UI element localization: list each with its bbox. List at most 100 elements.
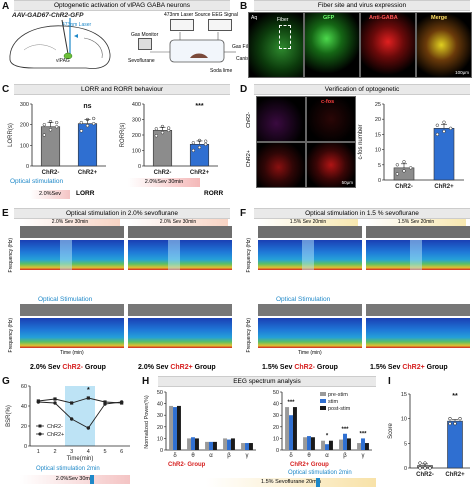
- panel-letter-e: E: [2, 208, 9, 219]
- f-group-right-suffix: Group: [424, 364, 448, 371]
- legend-swatch: [320, 392, 326, 396]
- panel-letter-f: F: [240, 208, 247, 219]
- bar: [227, 439, 231, 450]
- data-point: [418, 461, 422, 465]
- bar: [310, 437, 315, 450]
- sev-bar-c-right: 2.0%Sev 30min: [128, 178, 200, 187]
- data-point: [55, 125, 59, 129]
- d-label-plus: ChR2+: [246, 150, 252, 168]
- series-marker: [103, 400, 107, 404]
- x-tick-label: 3: [70, 449, 73, 455]
- y-tick-label: 300: [132, 118, 141, 124]
- data-point: [418, 466, 422, 470]
- legend-label: pre-stim: [328, 392, 348, 398]
- panel-c-title: LORR and RORR behaviour: [14, 84, 230, 95]
- x-tick-label: 1: [37, 449, 40, 455]
- gas-filter-label: Gas Filter: [232, 44, 254, 50]
- e-spec-left: [20, 240, 124, 270]
- data-point: [423, 466, 427, 470]
- bar: [245, 443, 249, 450]
- data-point: [154, 127, 158, 131]
- h-opt-stim: Optical stimulation 2min: [288, 470, 352, 476]
- legend-label: post-stim: [328, 406, 351, 412]
- x-tick-label: ChR2-: [395, 184, 413, 190]
- data-point: [191, 148, 195, 153]
- f-zoom-spec-left: [258, 318, 362, 348]
- data-point: [395, 163, 399, 167]
- bar: [285, 407, 290, 450]
- y-tick-label: 50: [157, 390, 163, 396]
- e-ylabel: Frequency (Hz): [8, 238, 14, 273]
- y-tick-label: 40: [273, 402, 279, 408]
- y-tick-label: 300: [20, 102, 29, 108]
- fiber-site-image: Aq Fiber: [248, 12, 304, 78]
- d-image-1: [256, 96, 306, 142]
- x-tick-label: ChR2-: [154, 170, 172, 176]
- panel-e-title: Optical stimulation in 2.0% sevoflurane: [14, 208, 230, 219]
- fiber-track: [279, 25, 291, 49]
- x-tick-label: δ: [289, 453, 293, 459]
- significance-marker: *: [87, 387, 90, 394]
- gfp-image: GFP: [304, 12, 360, 78]
- f-spec-right: [366, 240, 470, 270]
- y-tick-label: 15: [375, 132, 381, 138]
- data-point: [197, 145, 202, 150]
- significance-marker: ***: [359, 431, 367, 437]
- e-stim-shade-left: [60, 240, 72, 270]
- f-xlabel: Time (min): [298, 350, 322, 356]
- f-zoom-trace-right: [366, 304, 470, 316]
- data-point: [435, 132, 439, 137]
- bar: [176, 405, 181, 450]
- f-stim-shade-left: [302, 240, 314, 270]
- bar: [303, 437, 308, 450]
- data-point: [453, 421, 457, 426]
- y-tick-label: 10: [401, 417, 407, 423]
- e-opt-stim: Optical Stimulation: [38, 296, 93, 303]
- fiber-label: Fiber: [277, 17, 289, 23]
- h-group-left: ChR2- Group: [168, 462, 206, 468]
- bar: [241, 443, 246, 450]
- y-tick-label: 200: [20, 123, 29, 129]
- f-group-right-prefix: 1.5% Sev: [370, 364, 403, 371]
- vlpag-label: vlPAG: [56, 58, 70, 64]
- y-tick-label: 10: [273, 436, 279, 442]
- e-trace-left: [20, 226, 124, 238]
- significance-marker: ns: [83, 103, 91, 110]
- panel-f-title: Optical stimulation in 1.5 % sevoflurane: [254, 208, 470, 219]
- f-sev-bar-right: 1.5% Sev 20min: [366, 219, 466, 226]
- data-point: [42, 133, 46, 137]
- gas-monitor-label: Gas Monitor: [131, 32, 159, 38]
- e-zoom-trace-right: [128, 304, 232, 316]
- d-image-4: 50μm: [306, 142, 356, 188]
- brain-schematic: [9, 18, 111, 69]
- y-tick-label: 400: [132, 102, 141, 108]
- g-stim-marker: [90, 475, 94, 484]
- data-point: [154, 134, 158, 138]
- y-axis-label: LORR(s): [8, 123, 14, 147]
- x-tick-label: ChR2+: [190, 170, 210, 176]
- bar: [346, 438, 351, 450]
- bar: [169, 405, 174, 450]
- eeg-spectrum-chart: Normalized Power(%) 0 10 20 30 40 50 δ θ α β γ 0 10 20…: [144, 390, 372, 459]
- bar: [343, 433, 347, 450]
- bar: [292, 407, 297, 450]
- y-tick-label: 30: [273, 413, 279, 419]
- series-marker: [53, 397, 57, 401]
- x-tick-label: β: [227, 453, 231, 459]
- x-tick-label: 2: [53, 449, 56, 455]
- y-tick-label: 20: [157, 425, 163, 431]
- series-line: [38, 397, 122, 404]
- virus-label: AAV-GAD67-ChR2-GFP: [12, 12, 84, 19]
- legend-label: ChR2+: [47, 432, 64, 438]
- x-tick-label: γ: [362, 453, 365, 459]
- bar: [40, 126, 61, 167]
- y-tick-label: 30: [157, 413, 163, 419]
- significance-marker: **: [452, 393, 458, 400]
- f-zoom-spec-right: [366, 318, 470, 348]
- lorr-tag: LORR: [76, 190, 95, 197]
- bar: [191, 437, 195, 450]
- e-zoom-spec-right: [128, 318, 232, 348]
- gfp-label: GFP: [323, 15, 335, 21]
- e-zoom-trace-left: [20, 304, 124, 316]
